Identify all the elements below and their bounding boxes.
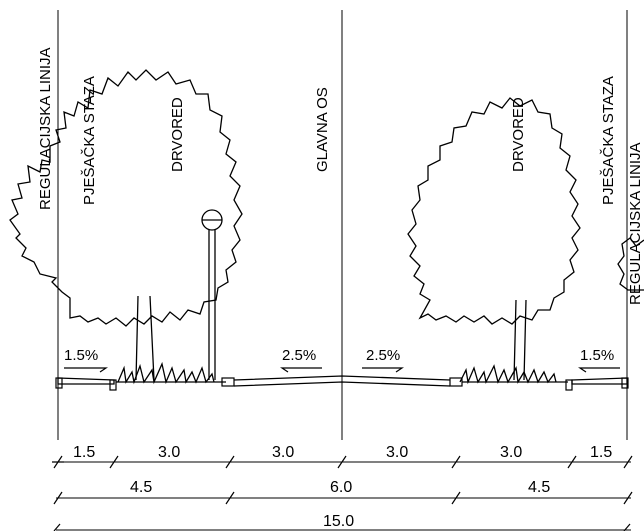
- dimension-ticks-row3: [53, 523, 631, 531]
- dimension-ticks-row1: [52, 455, 633, 469]
- dimension-ticks-row2: [53, 491, 633, 505]
- left-sidewalk-label: PJEŠAČKA STAZA: [81, 76, 98, 205]
- right-sidewalk-label: PJEŠAČKA STAZA: [600, 76, 617, 205]
- main-axis-label: GLAVNA OS: [314, 87, 331, 172]
- right-sidewalk-slope-arrow: [578, 367, 620, 373]
- left-lamp-pole: [208, 230, 216, 380]
- dim-row2-seg2: 6.0: [330, 479, 352, 496]
- right-road-slope-label: 2.5%: [366, 347, 400, 364]
- right-edge-tree-canopy: [617, 237, 644, 291]
- left-tree-row-label: DRVORED: [169, 97, 186, 172]
- dim-row1-seg4: 3.0: [386, 444, 408, 461]
- left-regulation-label: REGULACIJSKA LINIJA: [37, 47, 54, 210]
- right-road-slope-arrow: [362, 367, 404, 373]
- left-outer-curb: [55, 377, 63, 389]
- left-grass: [117, 361, 215, 385]
- right-inner-curb: [565, 379, 573, 391]
- right-tree-trunk: [513, 299, 527, 381]
- left-road-slope-arrow: [280, 367, 322, 373]
- dim-row1-seg1: 1.5: [73, 444, 95, 461]
- right-outer-curb: [621, 377, 629, 389]
- right-grass: [459, 364, 557, 385]
- left-inner-curb: [109, 379, 117, 391]
- dim-row1-seg6: 1.5: [590, 444, 612, 461]
- dim-row1-seg5: 3.0: [500, 444, 522, 461]
- right-tree-row-label: DRVORED: [510, 97, 527, 172]
- left-sidewalk-slope-label: 1.5%: [64, 347, 98, 364]
- dim-row2-seg3: 4.5: [528, 479, 550, 496]
- right-sidewalk-slope-label: 1.5%: [580, 347, 614, 364]
- left-sidewalk-surface: [57, 377, 115, 385]
- right-sidewalk-surface: [571, 377, 628, 385]
- right-tree-canopy: [407, 97, 581, 325]
- dim-row1-seg3: 3.0: [272, 444, 294, 461]
- left-road-slope-label: 2.5%: [282, 347, 316, 364]
- left-tree-trunk: [135, 295, 155, 381]
- left-tree-canopy: [9, 69, 243, 327]
- dim-row3-total: 15.0: [323, 513, 354, 530]
- left-sidewalk-slope-arrow: [64, 367, 108, 373]
- left-road-curb: [221, 377, 235, 387]
- right-regulation-label: REGULACIJSKA LINIJA: [627, 142, 644, 305]
- dim-row1-seg2: 3.0: [158, 444, 180, 461]
- dim-row2-seg1: 4.5: [130, 479, 152, 496]
- road-surface: [233, 375, 451, 387]
